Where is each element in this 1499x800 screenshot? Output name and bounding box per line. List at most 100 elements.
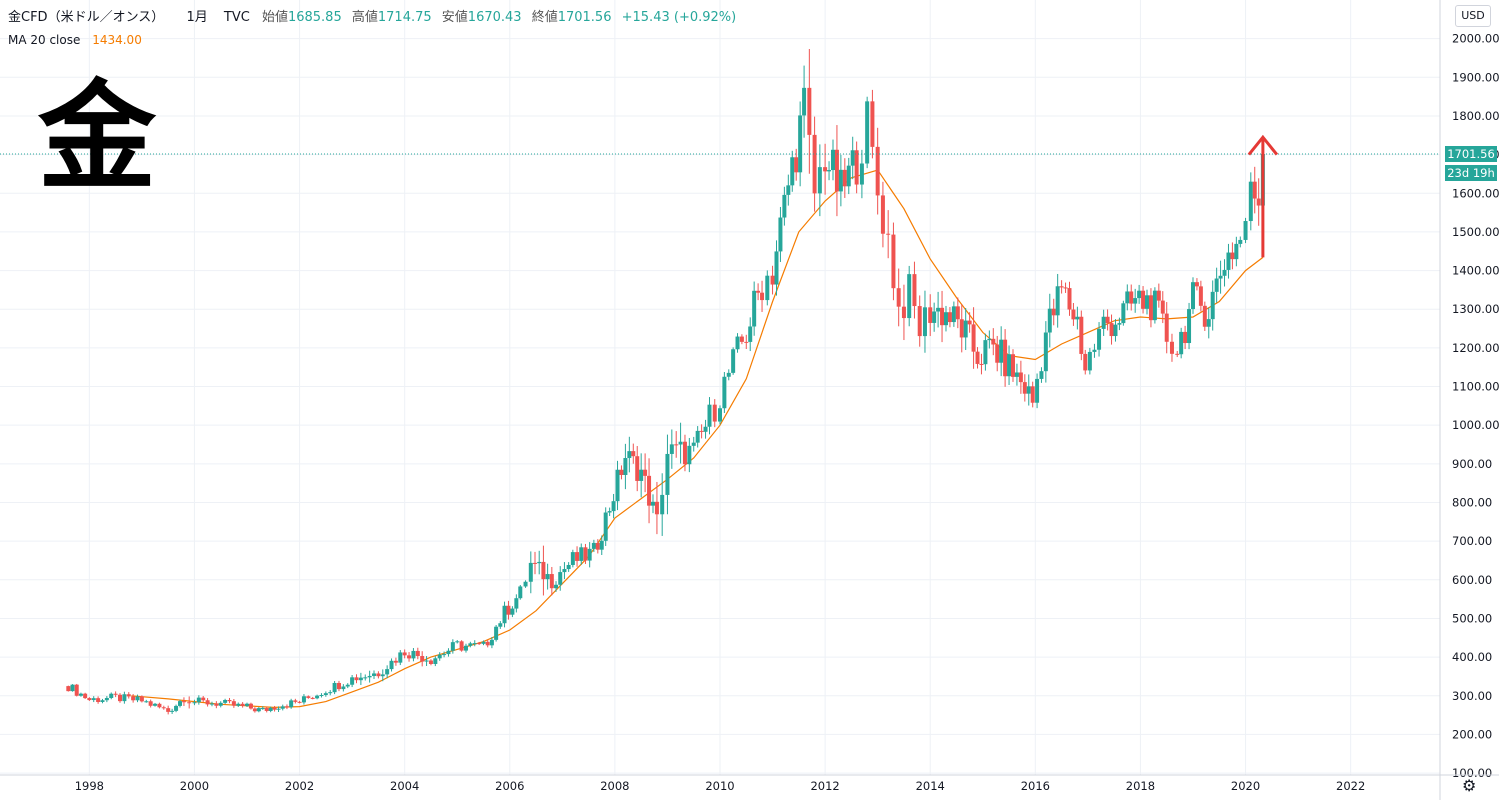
candle-body bbox=[901, 306, 906, 319]
candle-body bbox=[301, 696, 306, 703]
candle-body bbox=[971, 324, 976, 352]
candle-body bbox=[865, 101, 870, 164]
y-tick-label: 1800.00 bbox=[1452, 109, 1499, 123]
y-tick-label: 1200.00 bbox=[1452, 341, 1499, 355]
candle-body bbox=[1160, 300, 1165, 314]
gear-icon[interactable]: ⚙ bbox=[1462, 776, 1477, 795]
candle-body bbox=[922, 307, 927, 337]
candle-body bbox=[1083, 353, 1088, 371]
candle-body bbox=[481, 641, 486, 644]
y-tick-label: 200.00 bbox=[1452, 727, 1492, 741]
candle-body bbox=[354, 677, 359, 681]
candle-body bbox=[442, 654, 447, 656]
candle-body bbox=[293, 700, 298, 702]
close-value: 1701.56 bbox=[557, 10, 612, 25]
candle-body bbox=[687, 445, 692, 465]
candle-body bbox=[583, 547, 588, 561]
candle-body bbox=[790, 157, 795, 186]
y-tick-label: 300.00 bbox=[1452, 689, 1492, 703]
candle-body bbox=[639, 469, 644, 481]
candle-body bbox=[372, 673, 377, 676]
candle-body bbox=[1087, 351, 1092, 371]
candle-body bbox=[722, 376, 727, 409]
candle-body bbox=[153, 703, 158, 706]
candle-body bbox=[967, 320, 972, 325]
candle-body bbox=[907, 274, 912, 319]
interval-label[interactable]: 1月 bbox=[186, 10, 208, 25]
candle-body bbox=[615, 469, 620, 502]
candle-body bbox=[807, 87, 812, 135]
candle-body bbox=[336, 682, 341, 690]
candle-body bbox=[236, 703, 241, 706]
candle-body bbox=[1187, 309, 1192, 344]
candle-body bbox=[157, 703, 162, 708]
candle-body bbox=[494, 626, 499, 640]
y-tick-label: 100.00 bbox=[1452, 766, 1492, 780]
candle-body bbox=[376, 673, 381, 677]
candle-body bbox=[363, 677, 368, 679]
candle-body bbox=[591, 542, 596, 549]
candle-body bbox=[174, 705, 179, 711]
x-tick-label: 2022 bbox=[1336, 779, 1365, 793]
candle-body bbox=[1047, 308, 1052, 333]
chart-grid bbox=[0, 0, 1440, 775]
candle-body bbox=[1198, 286, 1203, 306]
candle-body bbox=[707, 404, 712, 427]
candle-body bbox=[1121, 303, 1126, 324]
candle-body bbox=[240, 703, 245, 706]
candle-body bbox=[70, 684, 75, 692]
candle-body bbox=[660, 494, 665, 515]
candle-body bbox=[1010, 354, 1015, 377]
y-tick-label: 600.00 bbox=[1452, 573, 1492, 587]
x-tick-label: 2006 bbox=[495, 779, 524, 793]
candle-body bbox=[450, 642, 455, 651]
candle-body bbox=[846, 165, 851, 187]
candle-body bbox=[276, 708, 281, 710]
candle-body bbox=[554, 584, 559, 589]
candle-body bbox=[1218, 275, 1223, 279]
candle-body bbox=[678, 441, 683, 445]
candle-body bbox=[1026, 386, 1031, 394]
candle-body bbox=[537, 561, 542, 564]
ma-legend[interactable]: MA 20 close 1434.00 bbox=[8, 33, 142, 47]
x-tick-label: 2000 bbox=[180, 779, 209, 793]
symbol-title[interactable]: 金CFD（米ドル／オンス） bbox=[8, 10, 165, 25]
candle-body bbox=[402, 652, 407, 656]
candle-body bbox=[1035, 378, 1040, 403]
candle-body bbox=[712, 404, 717, 422]
candle-body bbox=[1190, 282, 1195, 310]
candle-body bbox=[932, 311, 937, 323]
candle-body bbox=[979, 363, 984, 365]
candle-body bbox=[109, 693, 114, 698]
candle-body bbox=[647, 475, 652, 506]
candle-body bbox=[433, 658, 438, 664]
candle-body bbox=[100, 700, 105, 702]
open-label: 始値 bbox=[261, 10, 288, 25]
candle-body bbox=[1156, 290, 1161, 301]
candle-body bbox=[834, 149, 839, 192]
candle-body bbox=[782, 194, 787, 218]
x-tick-label: 2018 bbox=[1126, 779, 1155, 793]
candle-body bbox=[385, 669, 390, 675]
candle-body bbox=[760, 292, 765, 301]
candle-body bbox=[328, 692, 333, 694]
candle-body bbox=[631, 451, 636, 457]
candle-body bbox=[502, 605, 507, 624]
currency-button[interactable]: USD bbox=[1455, 5, 1491, 27]
candle-body bbox=[1109, 323, 1114, 337]
candle-body bbox=[682, 441, 687, 465]
candle-body bbox=[91, 698, 96, 701]
candle-body bbox=[959, 319, 964, 338]
candle-body bbox=[446, 650, 451, 655]
candle-body bbox=[765, 275, 770, 301]
candle-body bbox=[319, 695, 324, 697]
candle-body bbox=[558, 572, 563, 585]
ma-20-line bbox=[131, 169, 1264, 709]
candle-body bbox=[472, 643, 477, 645]
candle-body bbox=[306, 696, 311, 698]
candle-body bbox=[350, 677, 355, 685]
candle-body bbox=[1222, 269, 1227, 276]
candle-body bbox=[850, 150, 855, 166]
